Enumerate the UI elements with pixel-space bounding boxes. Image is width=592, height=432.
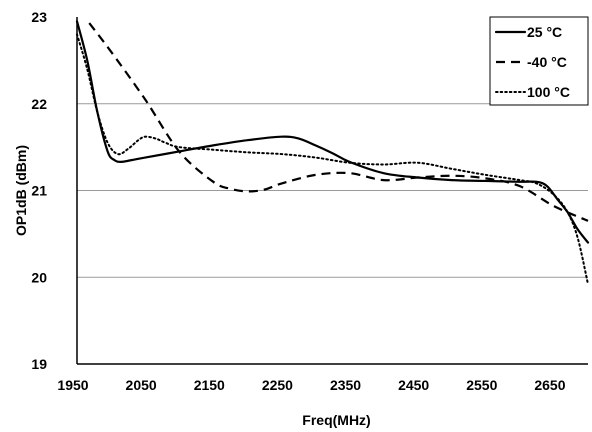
x-tick-label: 2150 xyxy=(194,377,225,393)
legend-label: 100 °C xyxy=(527,84,570,100)
y-axis-title: OP1dB (dBm) xyxy=(13,145,29,236)
legend-label: 25 °C xyxy=(527,24,562,40)
x-tick-label: 1950 xyxy=(57,377,88,393)
y-tick-label: 22 xyxy=(31,96,47,112)
x-tick-label: 2650 xyxy=(534,377,565,393)
x-tick-label: 2250 xyxy=(262,377,293,393)
tick-labels: 19 20 21 22 23 1950 2050 2150 2250 2350 2450 2550 26… xyxy=(31,9,565,393)
legend-label: -40 °C xyxy=(527,54,567,70)
x-tick-label: 2450 xyxy=(398,377,429,393)
x-tick-label: 2550 xyxy=(466,377,497,393)
y-tick-label: 23 xyxy=(31,9,47,25)
grid-layer xyxy=(77,103,588,278)
x-tick-label: 2050 xyxy=(126,377,157,393)
series-line-2 xyxy=(76,33,589,286)
legend: 25 °C -40 °C 100 °C xyxy=(489,16,589,106)
x-tick-label: 2350 xyxy=(330,377,361,393)
y-tick-label: 20 xyxy=(31,269,47,285)
legend-box xyxy=(489,16,589,106)
y-tick-label: 21 xyxy=(31,183,47,199)
x-axis-title: Freq(MHz) xyxy=(302,412,370,428)
series-layer xyxy=(75,20,590,286)
series-line-0 xyxy=(75,20,590,244)
y-tick-label: 19 xyxy=(31,356,47,372)
axes-layer xyxy=(76,17,588,365)
series-line-1 xyxy=(88,22,589,222)
